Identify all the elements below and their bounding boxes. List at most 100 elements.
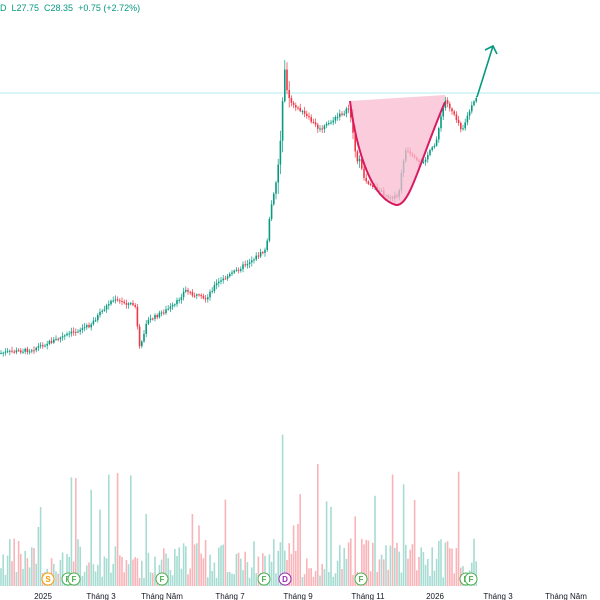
volume-bar xyxy=(202,558,205,586)
candle-body xyxy=(268,219,271,241)
candle-body xyxy=(449,103,451,109)
candle-body xyxy=(292,102,295,105)
event-marker[interactable]: F xyxy=(464,572,478,586)
candle-body xyxy=(149,318,152,320)
volume-bar xyxy=(132,559,134,586)
volume-bar xyxy=(180,568,183,586)
low-value: L27.75 xyxy=(11,3,40,13)
volume-bar xyxy=(61,552,64,586)
x-tick-label: Tháng 3 xyxy=(86,592,116,600)
volume-bar xyxy=(235,553,238,586)
volume-bar xyxy=(350,538,352,586)
volume-bar xyxy=(119,555,121,586)
candle-body xyxy=(273,193,275,205)
volume-bar xyxy=(473,538,475,586)
candle-body xyxy=(248,262,251,264)
candle-body xyxy=(6,351,9,353)
candle-body xyxy=(176,300,178,305)
candle-body xyxy=(42,345,44,347)
candle-body xyxy=(367,181,370,184)
event-marker-circle xyxy=(41,572,55,586)
volume-bar xyxy=(290,553,293,586)
event-marker[interactable]: D xyxy=(278,572,292,586)
volume-bar xyxy=(28,567,31,586)
volume-bar xyxy=(112,563,114,586)
volume-bar xyxy=(325,501,328,586)
volume-bar xyxy=(178,547,180,586)
candle-body xyxy=(88,325,90,328)
volume-bar xyxy=(361,538,363,586)
candle-body xyxy=(0,352,2,354)
volume-bar xyxy=(70,477,73,586)
candle-body xyxy=(13,351,15,353)
candle-body xyxy=(462,128,464,130)
volume-bar xyxy=(297,523,299,586)
x-tick-label: Tháng 9 xyxy=(283,592,313,600)
candle-body xyxy=(116,299,119,301)
volume-bar xyxy=(77,539,79,586)
candle-body xyxy=(224,278,227,280)
candle-body xyxy=(435,139,438,146)
candle-body xyxy=(108,304,110,306)
volume-bar xyxy=(378,559,381,586)
candle-body xyxy=(68,333,70,335)
volume-bar xyxy=(440,539,442,586)
volume-bar xyxy=(116,473,119,586)
candle-body xyxy=(427,154,429,160)
volume-bar xyxy=(189,568,191,586)
volume-bar xyxy=(275,573,277,586)
candle-body xyxy=(97,315,99,321)
breakout-arrow xyxy=(476,44,498,98)
volume-bar xyxy=(475,561,477,586)
event-marker[interactable]: S xyxy=(41,572,55,586)
volume-bar xyxy=(264,555,266,586)
candle-body xyxy=(79,329,81,332)
volume-bar xyxy=(237,552,240,586)
candle-body xyxy=(290,98,293,103)
volume-bar xyxy=(281,434,284,586)
candle-body xyxy=(422,161,425,163)
volume-bar xyxy=(306,558,308,586)
event-marker[interactable]: F xyxy=(354,572,368,586)
volume-bar xyxy=(152,573,154,586)
event-marker[interactable]: F xyxy=(257,572,271,586)
volume-bar xyxy=(105,558,108,586)
x-tick-label: 2026 xyxy=(426,592,444,600)
candle-body xyxy=(255,255,257,260)
candle-body xyxy=(317,124,319,129)
candle-body xyxy=(81,328,84,330)
volume-bar xyxy=(130,475,132,586)
open-suffix: D xyxy=(0,3,7,13)
volume-bar xyxy=(209,554,211,586)
volume-bar xyxy=(427,559,429,586)
volume-bar xyxy=(383,559,385,586)
volume-bar xyxy=(389,545,392,586)
volume-bar xyxy=(134,557,136,586)
volume-bar xyxy=(6,555,9,586)
volume-bar xyxy=(413,499,416,586)
candle-body xyxy=(264,249,266,253)
candle-body xyxy=(288,90,290,98)
volume-bar xyxy=(396,542,398,586)
candle-body xyxy=(213,285,216,292)
volume-bar xyxy=(400,572,403,586)
volume-bar xyxy=(387,569,389,586)
candle-body xyxy=(286,69,288,91)
volume-bar xyxy=(310,568,312,586)
candle-body xyxy=(303,110,306,114)
event-marker[interactable]: F xyxy=(67,572,81,586)
volume-bar xyxy=(374,495,376,586)
candle-body xyxy=(125,303,128,305)
volume-bar xyxy=(341,569,343,586)
candle-body xyxy=(473,101,475,106)
volume-bar xyxy=(53,563,55,586)
event-marker-label: S xyxy=(45,575,51,584)
candle-body xyxy=(299,107,301,112)
candle-body xyxy=(365,177,367,182)
candle-body xyxy=(233,270,235,273)
event-marker[interactable]: F xyxy=(155,572,169,586)
candle-body xyxy=(130,303,132,305)
candle-body xyxy=(165,309,167,314)
volume-bar xyxy=(433,570,436,586)
